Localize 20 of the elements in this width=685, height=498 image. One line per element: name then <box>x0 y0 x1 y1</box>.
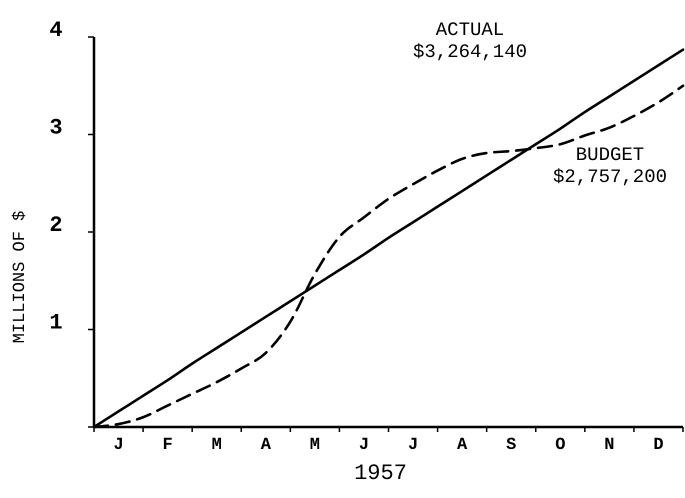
x-tick-label: F <box>162 436 173 455</box>
y-tick-label: 1 <box>49 310 63 336</box>
x-tick-label: J <box>113 436 124 455</box>
x-tick-label: A <box>260 436 272 455</box>
x-tick-label: D <box>653 436 664 455</box>
x-tick-label: S <box>506 436 516 455</box>
x-axis-title: 1957 <box>354 461 407 486</box>
x-tick-label: A <box>457 436 468 455</box>
x-tick-label: M <box>212 436 222 455</box>
x-tick-label: N <box>604 436 614 455</box>
y-tick-label: 3 <box>49 115 63 140</box>
annotation: BUDGET $2,757,200 <box>552 144 668 188</box>
annotation: ACTUAL $3,264,140 <box>412 19 528 63</box>
x-tick-label: J <box>358 436 370 455</box>
x-tick-label: M <box>310 436 320 455</box>
y-tick-label: 2 <box>49 212 63 238</box>
x-tick-label: O <box>555 436 566 455</box>
x-tick-label: J <box>408 436 418 455</box>
y-tick-label: 4 <box>49 18 63 43</box>
y-axis-title: MILLIONS OF $ <box>11 210 30 344</box>
